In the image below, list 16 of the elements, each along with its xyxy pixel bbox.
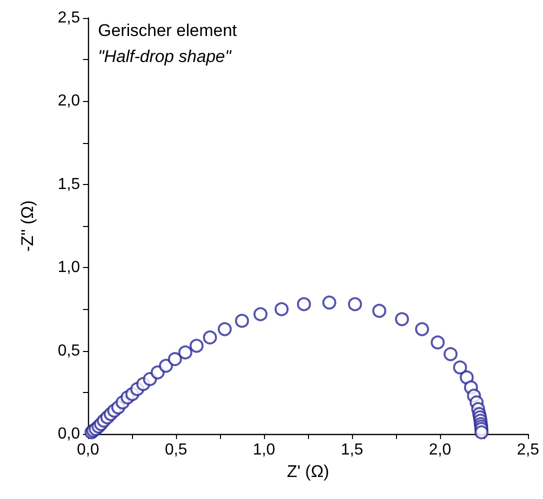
y-tick-label: 0,0 [58,426,80,442]
x-tick-label: 0,0 [76,442,100,458]
x-axis-title: Z' (Ω) [286,462,330,481]
y-tick-label: 1,0 [58,259,80,276]
annotation: "Half-drop shape" [98,47,232,66]
y-axis-title: -Z'' (Ω) [18,200,37,252]
x-tick-label: 2,5 [516,442,540,458]
x-tick-label: 0,5 [164,442,188,458]
annotation: Gerischer element [98,21,238,40]
x-tick-label: 2,0 [428,442,452,458]
y-tick-label: 2,5 [58,10,80,26]
x-tick-label: 1,0 [252,442,276,458]
y-tick-label: 2,0 [58,92,80,110]
x-tick-label: 1,5 [340,442,364,458]
y-tick-label: 0,5 [58,342,80,360]
y-tick-label: 1,5 [58,176,80,193]
